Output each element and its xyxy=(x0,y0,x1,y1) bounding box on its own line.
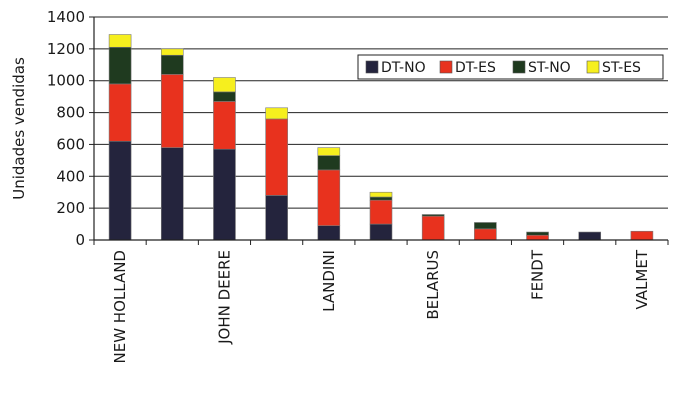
legend-swatch-dt-es xyxy=(439,60,453,74)
x-category-label: VALMET xyxy=(633,249,651,309)
bar-segment-st-no-8 xyxy=(526,231,549,236)
x-category-label: NEW HOLLAND xyxy=(111,250,129,363)
bar-segment-dt-no-0 xyxy=(108,140,132,241)
y-tick-labels: 0 200 400 600 800 1000 1200 1400 xyxy=(47,8,85,249)
bars xyxy=(108,34,654,241)
bar-segment-dt-no-1 xyxy=(160,147,184,241)
legend: DT-NO DT-ES ST-NO ST-ES xyxy=(357,54,664,80)
bar-segment-dt-es-2 xyxy=(213,101,236,150)
bar-segment-dt-no-9 xyxy=(578,231,602,241)
bar-segment-st-no-5 xyxy=(369,196,393,201)
y-tick-label: 800 xyxy=(56,104,85,122)
bar-segment-dt-no-5 xyxy=(369,223,393,241)
bar-segment-dt-es-3 xyxy=(265,118,288,196)
legend-swatch-dt-no xyxy=(365,60,379,74)
bar-segment-dt-es-6 xyxy=(421,215,445,241)
y-tick-label: 200 xyxy=(56,199,85,217)
bar-segment-st-no-1 xyxy=(160,54,184,75)
bar-segment-st-no-7 xyxy=(474,222,497,230)
bar-segment-st-es-2 xyxy=(213,77,236,93)
y-tick-label: 600 xyxy=(56,135,85,153)
bar-segment-dt-no-2 xyxy=(213,148,236,241)
bar-segment-dt-no-4 xyxy=(317,225,341,241)
legend-label-dt-no: DT-NO xyxy=(381,60,426,76)
x-category-labels: NEW HOLLAND JOHN DEERE LANDINI BELARUS FENDT… xyxy=(111,249,651,363)
gridlines xyxy=(94,16,668,209)
bar-segment-dt-es-0 xyxy=(108,83,132,142)
bar-segment-dt-es-8 xyxy=(526,234,549,241)
x-category-label: FENDT xyxy=(529,249,547,300)
legend-label-st-es: ST-ES xyxy=(602,60,641,76)
y-tick-label: 1200 xyxy=(47,40,85,58)
bar-segment-dt-no-3 xyxy=(265,195,288,241)
legend-label-st-no: ST-NO xyxy=(528,60,571,76)
y-tick-label: 0 xyxy=(75,231,85,249)
bar-segment-st-es-1 xyxy=(160,48,184,56)
y-tick-label: 1000 xyxy=(47,72,85,90)
bar-segment-st-es-4 xyxy=(317,147,341,156)
x-category-label: LANDINI xyxy=(320,250,338,312)
y-tick-label: 400 xyxy=(56,167,85,185)
bar-segment-st-no-2 xyxy=(213,91,236,102)
bar-segment-st-es-5 xyxy=(369,191,393,198)
legend-label-dt-es: DT-ES xyxy=(455,60,496,76)
bar-segment-dt-es-1 xyxy=(160,74,184,148)
bar-segment-st-no-0 xyxy=(108,46,132,85)
bar-segment-dt-es-5 xyxy=(369,199,393,225)
legend-box xyxy=(357,54,664,80)
legend-swatch-st-no xyxy=(512,60,526,74)
bar-segment-dt-es-4 xyxy=(317,169,341,226)
bar-segment-st-no-4 xyxy=(317,155,341,171)
bar-segment-st-es-3 xyxy=(265,107,288,120)
axes xyxy=(89,16,669,245)
bar-segment-dt-es-10 xyxy=(630,230,654,241)
bar-segment-st-no-6 xyxy=(421,214,445,217)
bar-segment-st-es-0 xyxy=(108,34,132,48)
y-tick-label: 1400 xyxy=(47,8,85,26)
x-category-label: BELARUS xyxy=(424,250,442,320)
y-axis-label: Unidades vendidas xyxy=(10,57,28,200)
x-category-label: JOHN DEERE xyxy=(215,250,233,345)
legend-swatch-st-es xyxy=(586,60,600,74)
bar-segment-dt-es-7 xyxy=(474,228,497,241)
